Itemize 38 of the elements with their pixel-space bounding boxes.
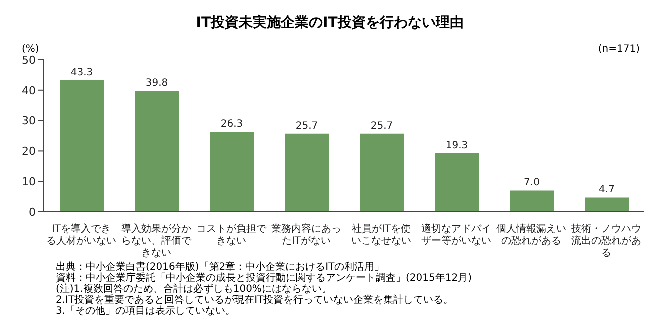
data-label: 4.7 bbox=[599, 184, 615, 196]
data-label: 26.3 bbox=[220, 119, 244, 130]
y-tick-label: 30 bbox=[22, 114, 36, 128]
data-label: 19.3 bbox=[446, 140, 468, 152]
bar bbox=[360, 134, 404, 212]
chart-title: IT投資未実施企業のIT投資を行わない理由 bbox=[195, 14, 465, 32]
x-tick-label: 導入効果が分からない、評価できない bbox=[122, 223, 192, 259]
x-tick-label: 技術・ノウハウ流出の恐れがある bbox=[570, 223, 642, 259]
bar bbox=[135, 91, 179, 212]
bar bbox=[585, 198, 629, 212]
source-note: 出典：中小企業白書(2016年版)「第2章：中小企業におけるITの利活用」 bbox=[56, 262, 385, 273]
y-tick-label: 10 bbox=[22, 176, 36, 189]
x-tick-label: 適切なアドバイザー等がいない bbox=[422, 223, 492, 247]
text: 2.IT投資を重要であると回答しているが現在IT投資を行っていない企業を集計している。 bbox=[56, 295, 455, 306]
x-tick-label: ITを導入できる人材がいない bbox=[46, 223, 116, 247]
x-tick-label: コストが負担できない bbox=[196, 223, 268, 247]
text: 資料：中小企業庁委託「中小企業の成長と投資行動に関するアンケート調査」(2015年12月) bbox=[56, 273, 472, 284]
text: (n=171) bbox=[598, 44, 640, 55]
bar bbox=[210, 132, 254, 212]
data-label: 25.7 bbox=[296, 120, 318, 132]
x-tick-label: 業務内容にあったITがない bbox=[272, 223, 342, 247]
x-tick-label: 個人情報漏えいの恐れがある bbox=[496, 223, 566, 247]
y-tick-label: 40 bbox=[22, 84, 36, 98]
data-label: 7.0 bbox=[524, 178, 540, 189]
y-tick-label: 20 bbox=[22, 145, 36, 158]
data-label: 39.8 bbox=[146, 78, 168, 90]
data-label: 43.3 bbox=[70, 67, 94, 78]
y-axis-title: (%) bbox=[22, 44, 40, 55]
text: 3.「その他」の項目は表示していない。 bbox=[56, 306, 237, 317]
x-tick-label: 社員がITを使いこなせない bbox=[352, 223, 412, 247]
y-tick-label: 0 bbox=[29, 206, 36, 219]
bar bbox=[60, 80, 104, 212]
data-label: 25.7 bbox=[370, 120, 394, 132]
bar bbox=[435, 153, 479, 212]
y-tick-label: 50 bbox=[22, 54, 36, 67]
bar bbox=[510, 190, 554, 212]
bar bbox=[285, 134, 329, 212]
text: (注)1.複数回答のため、合計は必ずしも100%にはならない。 bbox=[56, 284, 333, 295]
